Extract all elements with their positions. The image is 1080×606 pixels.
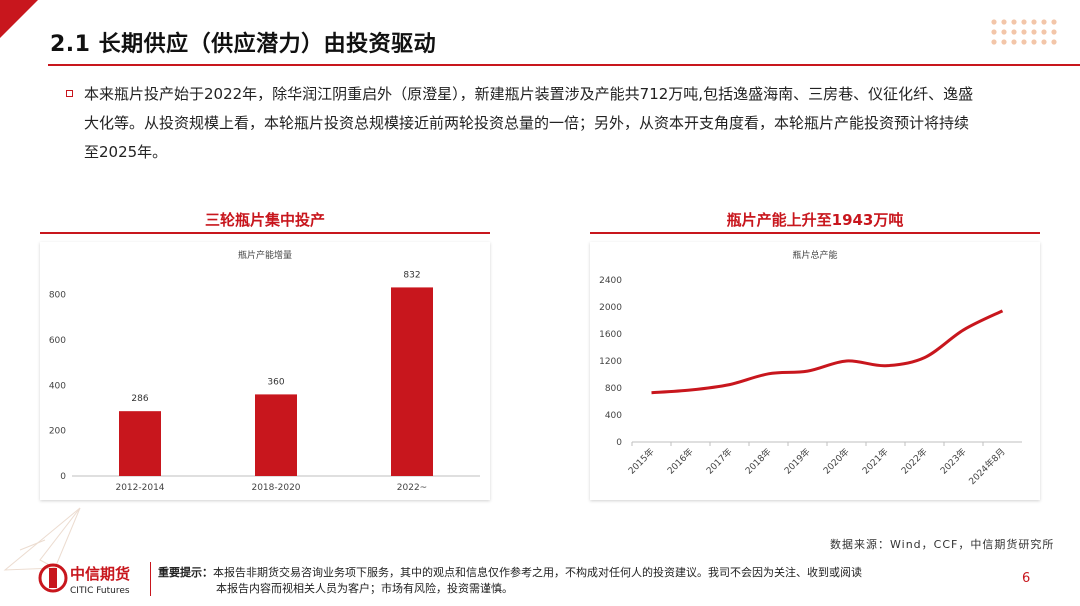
line-y-tick-label: 1600 <box>599 330 622 340</box>
bar-data-label: 360 <box>267 377 284 387</box>
citic-logo-icon: 中信期货 CITIC Futures <box>38 563 130 596</box>
right-chart-rule <box>590 232 1040 234</box>
footer-separator <box>150 562 151 596</box>
left-chart-rule <box>40 232 490 234</box>
corner-accent <box>0 0 38 38</box>
disclaimer: 重要提示：本报告非期货交易咨询业务项下服务，其中的观点和信息仅作参考之用，不构成… <box>158 565 862 597</box>
line-y-tick-label: 1200 <box>599 357 622 367</box>
bar-y-tick-label: 800 <box>49 291 66 301</box>
bar-y-tick-label: 600 <box>49 336 66 346</box>
bar <box>255 394 297 476</box>
line-x-tick-label: 2017年 <box>704 446 735 477</box>
company-logo: 中信期货 CITIC Futures <box>38 560 150 598</box>
line-y-tick-label: 0 <box>616 438 622 448</box>
bar <box>391 287 433 476</box>
bar <box>119 411 161 476</box>
data-source: 数据来源：Wind，CCF，中信期货研究所 <box>830 538 1055 551</box>
bar-chart-panel: 瓶片产能增量 0 200 400 600 800 286 2012-2014 360 2018-2… <box>40 242 490 500</box>
body-paragraph: 本来瓶片投产始于2022年，除华润江阴重启外（原澄星），新建瓶片装置涉及产能共7… <box>84 80 1034 167</box>
bar-data-label: 832 <box>403 270 420 280</box>
line-y-tick-label: 400 <box>605 411 622 421</box>
line-chart-title: 瓶片总产能 <box>792 249 837 261</box>
logo-cn-text: 中信期货 <box>70 565 130 583</box>
line-x-tick-label: 2020年 <box>821 446 852 477</box>
decorative-dot-grid <box>991 19 1057 45</box>
line-x-tick-label: 2024年8月 <box>966 446 1007 487</box>
line-y-tick-label: 800 <box>605 384 622 394</box>
body-line-3: 至2025年。 <box>84 143 168 161</box>
line-x-tick-label: 2015年 <box>626 446 657 477</box>
bar-x-tick-label: 2022~ <box>397 483 427 493</box>
line-x-tick-label: 2022年 <box>899 446 930 477</box>
title-underline <box>48 64 1080 66</box>
bar-chart-title: 瓶片产能增量 <box>238 249 292 261</box>
right-chart-header: 瓶片产能上升至1943万吨 <box>726 211 904 229</box>
line-x-tick-label: 2019年 <box>782 446 813 477</box>
bar-y-tick-label: 200 <box>49 427 66 437</box>
bar-data-label: 286 <box>131 394 148 404</box>
bar-y-tick-label: 0 <box>60 472 66 482</box>
line-x-tick-label: 2018年 <box>743 446 774 477</box>
series-line <box>651 309 1004 395</box>
body-line-2: 大化等。从投资规模上看，本轮瓶片投资总规模接近前两轮投资总量的一倍；另外，从资本… <box>84 114 970 132</box>
disclaimer-label: 重要提示： <box>158 566 213 579</box>
bar-y-tick-label: 400 <box>49 381 66 391</box>
line-x-tick-label: 2016年 <box>665 446 696 477</box>
bar-x-tick-label: 2012-2014 <box>115 483 164 493</box>
body-line-1: 本来瓶片投产始于2022年，除华润江阴重启外（原澄星），新建瓶片装置涉及产能共7… <box>84 85 974 103</box>
disclaimer-line-1: 本报告非期货交易咨询业务项下服务，其中的观点和信息仅作参考之用，不构成对任何人的… <box>213 566 862 579</box>
line-y-tick-label: 2400 <box>599 276 622 286</box>
line-chart: 瓶片总产能 0 400 800 1200 1600 2000 2400 2015年 2016年 20… <box>599 249 1022 487</box>
line-y-tick-label: 2000 <box>599 303 622 313</box>
line-x-tick-label: 2023年 <box>938 446 969 477</box>
page-number: 6 <box>1022 571 1031 586</box>
line-x-tick-label: 2021年 <box>860 446 891 477</box>
left-chart-header: 三轮瓶片集中投产 <box>204 211 325 229</box>
bar-x-tick-label: 2018-2020 <box>251 483 300 493</box>
disclaimer-line-2: 本报告内容而视相关人员为客户；市场有风险，投资需谨慎。 <box>216 582 513 595</box>
logo-en-text: CITIC Futures <box>70 586 130 596</box>
line-chart-panel: 瓶片总产能 0 400 800 1200 1600 2000 2400 2015年 2016年 20… <box>590 242 1040 500</box>
page-title: 2.1 长期供应（供应潜力）由投资驱动 <box>50 32 437 57</box>
bar-chart: 瓶片产能增量 0 200 400 600 800 286 2012-2014 360 2018-2… <box>49 249 480 493</box>
bullet-marker <box>66 90 73 97</box>
